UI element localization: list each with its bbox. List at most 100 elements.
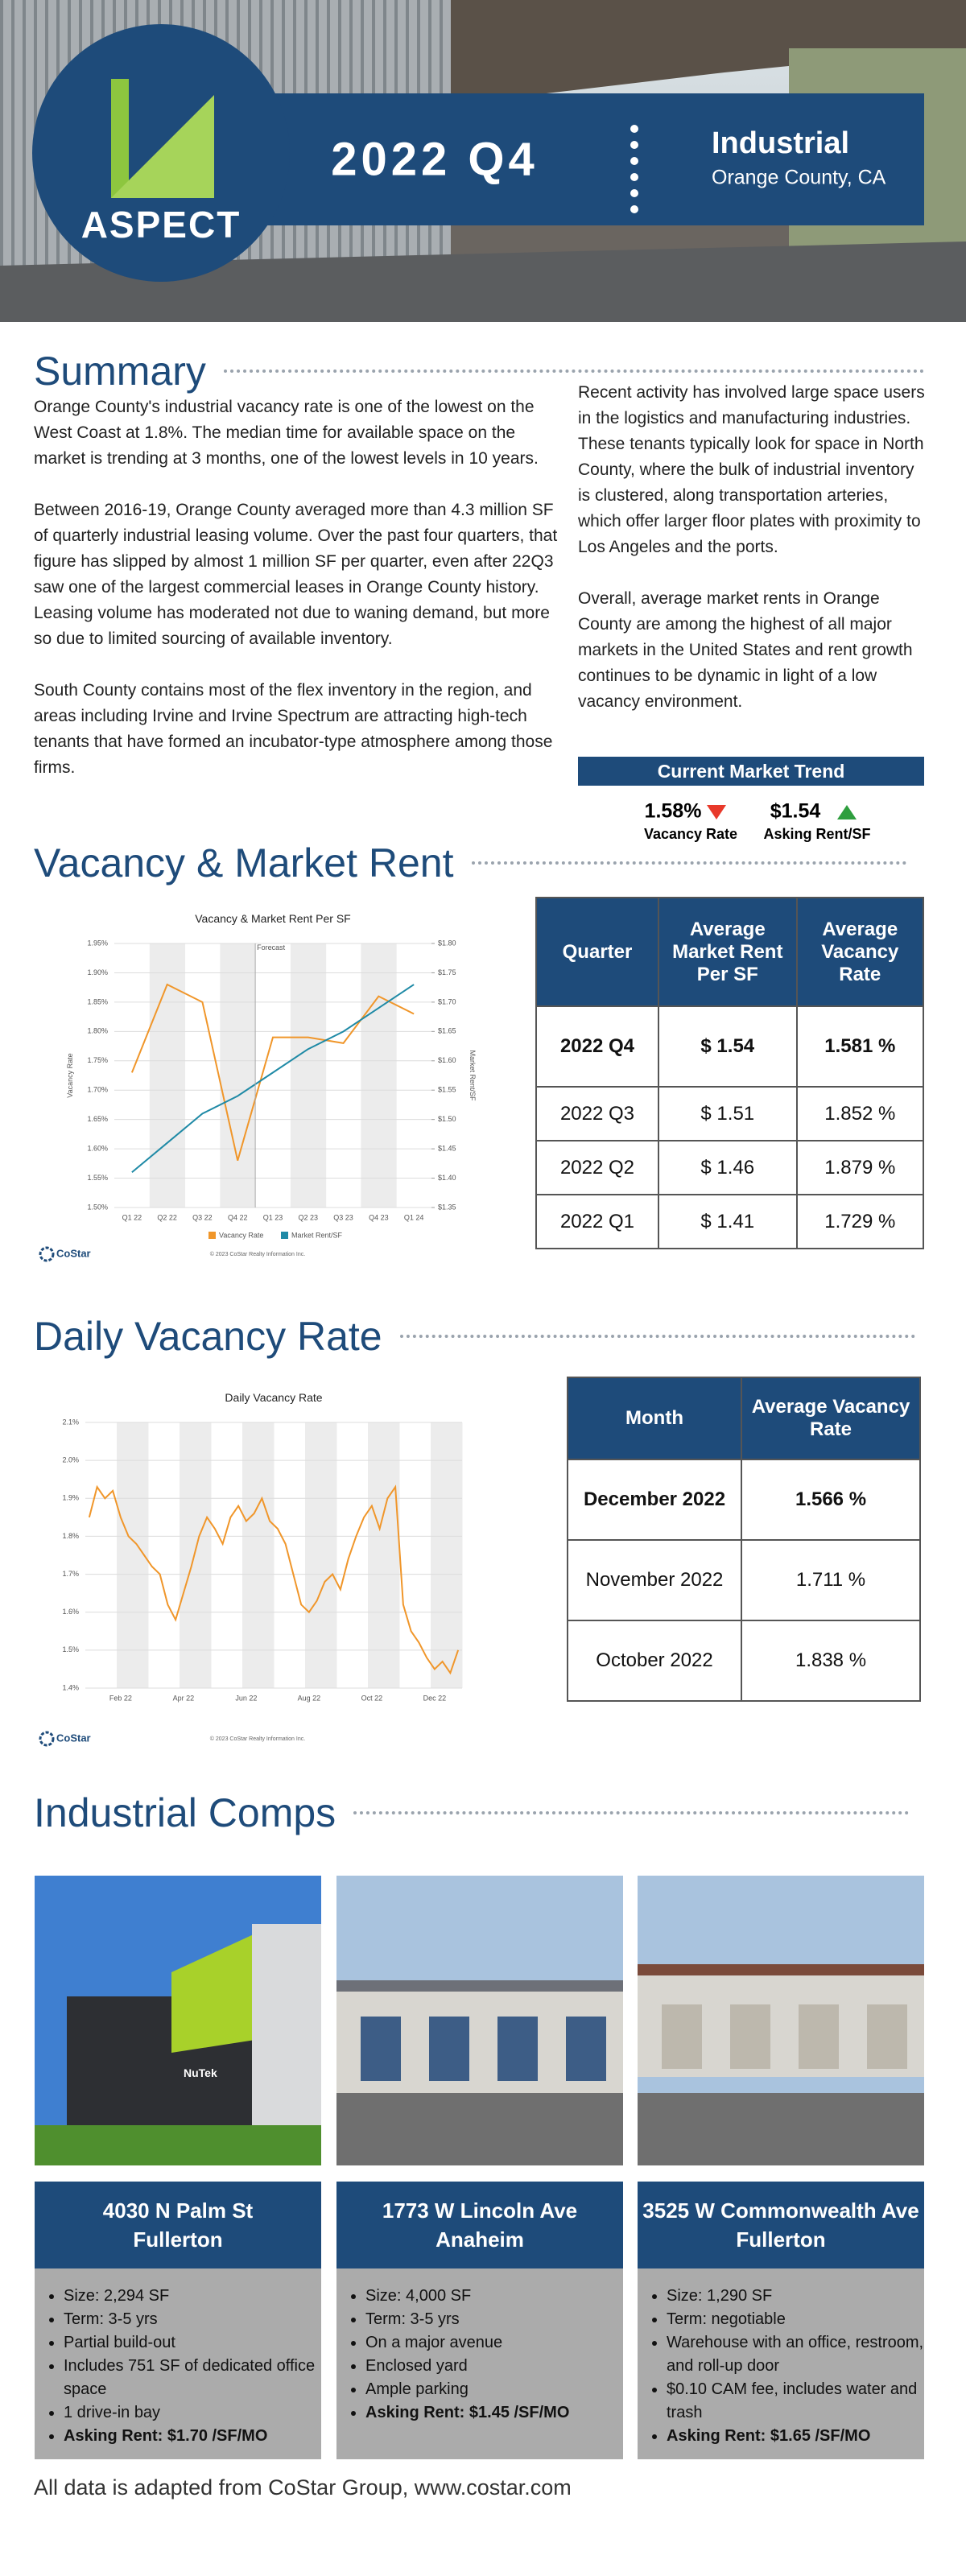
section-title-text: Vacancy & Market Rent	[34, 840, 454, 886]
table-cell: 2022 Q3	[535, 1086, 659, 1141]
x-tick-label: Oct 22	[361, 1694, 383, 1702]
photo-door	[867, 2004, 907, 2069]
comp-city: Fullerton	[133, 2227, 223, 2252]
paragraph: Between 2016-19, Orange County averaged …	[34, 501, 558, 648]
y-tick-label: 1.70%	[87, 1086, 108, 1094]
table-cell: $ 1.54	[658, 1005, 798, 1088]
comp-address: 3525 W Commonwealth Ave	[642, 2198, 919, 2223]
comp-bullet: Ample parking	[365, 2378, 623, 2401]
property-photo	[638, 1876, 924, 2165]
y2-tick-label: $1.80	[438, 939, 456, 947]
table-header-row: Month Average Vacancy Rate	[566, 1377, 921, 1460]
table-cell: 1.711 %	[741, 1539, 921, 1621]
logo-mark-cut	[129, 79, 214, 185]
photo-door	[429, 2017, 469, 2081]
y-tick-label: 1.8%	[62, 1532, 79, 1540]
band-shade	[187, 1422, 196, 1688]
trend-label: Vacancy Rate	[644, 826, 737, 842]
table-cell: 2022 Q2	[535, 1140, 659, 1195]
x-tick-label: Feb 22	[109, 1694, 132, 1702]
photo-pavement	[336, 2093, 623, 2165]
band-shade	[361, 943, 397, 1208]
chart-logo: CoStar	[56, 1247, 91, 1259]
comp-header: 1773 W Lincoln Ave Anaheim	[336, 2182, 623, 2268]
logo-icon	[39, 1731, 55, 1747]
band-shade	[250, 1422, 258, 1688]
band-shade	[242, 1422, 251, 1688]
comp-asking: Asking Rent: $1.70 /SF/MO	[64, 2425, 321, 2448]
x-tick-label: Q1 24	[404, 1213, 424, 1221]
y2-tick-label: $1.65	[438, 1027, 456, 1035]
band-shade	[149, 943, 186, 1208]
comp-bullet: Size: 4,000 SF	[365, 2285, 623, 2308]
band-shade	[258, 1422, 266, 1688]
footer-note: All data is adapted from CoStar Group, w…	[34, 2475, 572, 2500]
legend-label: Market Rent/SF	[291, 1231, 343, 1239]
up-arrow	[837, 805, 857, 819]
y-tick-label: 1.95%	[87, 939, 108, 947]
band-shade	[305, 1422, 314, 1688]
table-row: 2022 Q4 $ 1.54 1.581 %	[535, 1005, 925, 1088]
paragraph: Overall, average market rents in Orange …	[578, 589, 913, 711]
chart-title: Daily Vacancy Rate	[225, 1391, 322, 1404]
table-row: November 2022 1.711 %	[566, 1539, 921, 1621]
table-cell: 1.879 %	[795, 1140, 925, 1195]
comp-asking: Asking Rent: $1.45 /SF/MO	[365, 2401, 623, 2425]
table-cell: $ 1.51	[658, 1086, 798, 1141]
comp-bullet: Includes 751 SF of dedicated office spac…	[64, 2355, 321, 2401]
band-shade	[203, 1422, 212, 1688]
y-tick-label: 1.75%	[87, 1056, 108, 1064]
band-shade	[290, 943, 327, 1208]
x-tick-label: Q2 22	[157, 1213, 177, 1221]
paragraph: Recent activity has involved large space…	[578, 383, 925, 556]
logo-text: ASPECT	[81, 204, 242, 246]
table-cell: 1.729 %	[795, 1194, 925, 1249]
dotted-rule	[353, 1811, 910, 1814]
header-cell: Average Vacancy Rate	[795, 897, 925, 1007]
chart-title: Vacancy & Market Rent Per SF	[195, 912, 350, 925]
band-shade	[454, 1422, 463, 1688]
table-cell: November 2022	[566, 1539, 743, 1621]
x-tick-label: Apr 22	[173, 1694, 195, 1702]
table-cell: $ 1.41	[658, 1194, 798, 1249]
y2-tick-label: $1.75	[438, 968, 456, 976]
table-cell: 1.838 %	[741, 1620, 921, 1702]
band-shade	[132, 1422, 141, 1688]
comp-bullet: Warehouse with an office, restroom, and …	[667, 2331, 924, 2378]
band-shade	[195, 1422, 204, 1688]
chart-logo: CoStar	[56, 1732, 91, 1744]
photo-door	[361, 2017, 401, 2081]
table-cell: 1.581 %	[795, 1005, 925, 1088]
photo-roof	[336, 1980, 623, 1992]
y-tick-label: 1.50%	[87, 1203, 108, 1211]
comp-bullet: Size: 2,294 SF	[64, 2285, 321, 2308]
legend-swatch	[281, 1232, 288, 1239]
band-shade	[320, 1422, 329, 1688]
table-row: 2022 Q2 $ 1.46 1.879 %	[535, 1140, 925, 1195]
photo-roof	[638, 1964, 924, 1975]
x-tick-label: Q1 23	[263, 1213, 283, 1221]
summary-left: Orange County's industrial vacancy rate …	[34, 394, 560, 807]
photo-door	[662, 2004, 702, 2069]
legend-swatch	[208, 1232, 216, 1239]
x-tick-label: Q2 23	[299, 1213, 319, 1221]
table-row: October 2022 1.838 %	[566, 1620, 921, 1702]
comp-header: 4030 N Palm St Fullerton	[35, 2182, 321, 2268]
photo-roof	[451, 0, 966, 105]
comp-list: Size: 2,294 SFTerm: 3-5 yrsPartial build…	[35, 2285, 321, 2448]
trend-value: $1.54	[770, 800, 821, 823]
photo-door	[730, 2004, 770, 2069]
section-title: Summary	[34, 348, 924, 394]
data-line	[130, 983, 415, 1161]
comp-bullet: On a major avenue	[365, 2331, 623, 2355]
photo-door	[497, 2017, 538, 2081]
band-shade	[446, 1422, 455, 1688]
y-tick-label: 1.55%	[87, 1174, 108, 1182]
band-shade	[391, 1422, 400, 1688]
x-tick-label: Q4 23	[369, 1213, 389, 1221]
comp-city: Fullerton	[736, 2227, 826, 2252]
paragraph: Orange County's industrial vacancy rate …	[34, 398, 539, 468]
header-cell: Month	[566, 1377, 743, 1460]
comp-bullet: 1 drive-in bay	[64, 2401, 321, 2425]
dotted-rule	[471, 861, 906, 865]
